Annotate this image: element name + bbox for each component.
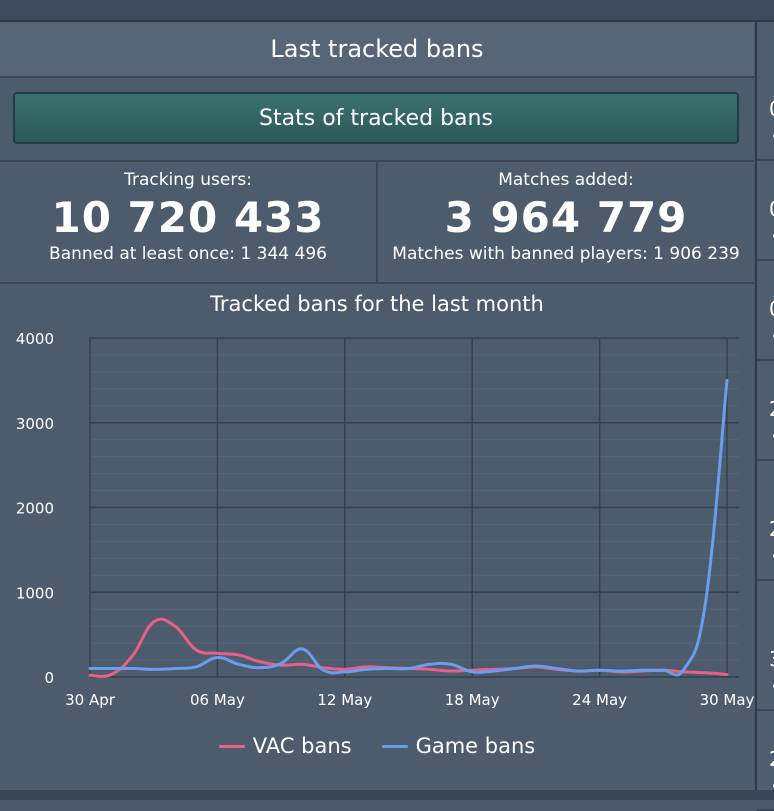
matches-added-cell: Matches added: 3 964 779 Matches with ba… xyxy=(378,162,754,282)
y-tick-label: 2000 xyxy=(16,500,54,518)
chart-legend: VAC bans Game bans xyxy=(0,734,754,758)
chart-title: Tracked bans for the last month xyxy=(210,292,544,316)
page-title: Last tracked bans xyxy=(0,22,754,78)
game-bans-line xyxy=(88,378,729,677)
side-list-bullet: • xyxy=(771,229,774,245)
side-list-bullet: • xyxy=(771,549,774,565)
legend-swatch-vac xyxy=(218,744,245,748)
matches-added-value: 3 964 779 xyxy=(444,193,688,242)
tracking-users-label: Tracking users: xyxy=(124,170,252,190)
stats-of-tracked-bans-button[interactable]: Stats of tracked bans xyxy=(13,92,739,144)
side-list-entry[interactable]: 2 xyxy=(769,397,774,421)
legend-label-game: Game bans xyxy=(415,734,536,758)
x-tick-label: 18 May xyxy=(445,691,500,709)
matches-with-banned-players: Matches with banned players: 1 906 239 xyxy=(392,244,740,264)
matches-added-label: Matches added: xyxy=(498,170,634,190)
legend-item-game[interactable]: Game bans xyxy=(381,734,536,758)
side-list-divider xyxy=(757,579,774,581)
y-tick-label: 3000 xyxy=(16,415,54,433)
x-tick-label: 30 May xyxy=(700,691,755,709)
main-panel: Last tracked bans Stats of tracked bans … xyxy=(0,22,754,800)
side-list-bullet: • xyxy=(771,129,774,145)
x-tick-label: 24 May xyxy=(572,691,627,709)
side-list-entry[interactable]: 2 xyxy=(769,517,774,541)
side-list-bullet: • xyxy=(771,429,774,445)
tracking-users-value: 10 720 433 xyxy=(51,193,325,242)
banned-at-least-once: Banned at least once: 1 344 496 xyxy=(49,244,327,264)
y-tick-label: 4000 xyxy=(16,330,54,348)
side-list-entry[interactable]: 0 xyxy=(769,97,774,121)
x-tick-label: 30 Apr xyxy=(65,691,116,709)
top-bar xyxy=(0,0,774,22)
tracking-users-cell: Tracking users: 10 720 433 Banned at lea… xyxy=(0,162,378,282)
page-title-text: Last tracked bans xyxy=(270,35,484,63)
x-tick-label: 12 May xyxy=(317,691,372,709)
legend-swatch-game xyxy=(381,744,408,748)
y-tick-label: 0 xyxy=(44,669,54,687)
side-list-entry[interactable]: 0 xyxy=(769,297,774,321)
side-list-divider xyxy=(757,709,774,711)
side-list-divider xyxy=(757,259,774,261)
x-tick-label: 06 May xyxy=(190,691,245,709)
side-list-divider xyxy=(757,459,774,461)
right-side-list: 0 • 0 • 0 • 2 • 2 • 3 • 2 • xyxy=(755,22,774,811)
side-list-entry[interactable]: 3 xyxy=(769,647,774,671)
side-list-bullet: • xyxy=(771,779,774,795)
side-list-divider xyxy=(757,159,774,161)
bottom-bar xyxy=(0,790,774,800)
stats-button-label: Stats of tracked bans xyxy=(259,105,493,131)
legend-label-vac: VAC bans xyxy=(252,734,352,758)
side-list-divider xyxy=(757,359,774,361)
y-tick-label: 1000 xyxy=(16,584,54,602)
side-list-bullet: • xyxy=(771,329,774,345)
side-list-entry[interactable]: 2 xyxy=(769,747,774,771)
side-list-entry[interactable]: 0 xyxy=(769,197,774,221)
side-list-bullet: • xyxy=(771,679,774,695)
legend-item-vac[interactable]: VAC bans xyxy=(218,734,352,758)
stats-row: Tracking users: 10 720 433 Banned at lea… xyxy=(0,160,754,284)
